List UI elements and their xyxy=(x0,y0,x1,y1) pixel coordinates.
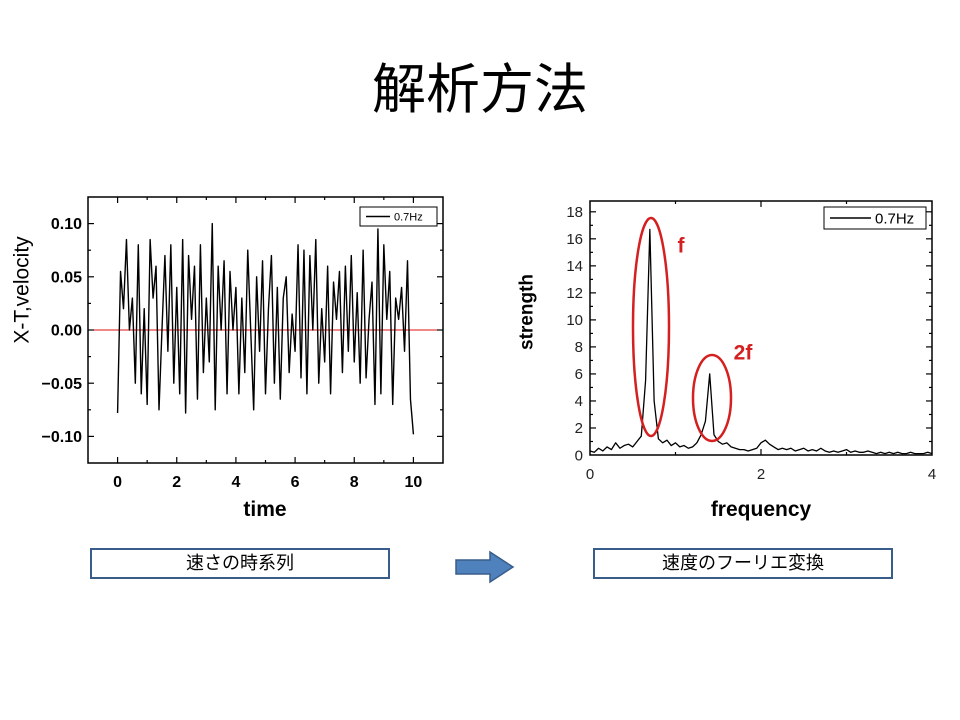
x-tick-label: 4 xyxy=(231,474,240,491)
x-axis-label: time xyxy=(243,498,286,521)
slide-title: 解析方法 xyxy=(372,58,588,121)
x-tick-label: 8 xyxy=(350,474,359,491)
x-tick-label: 6 xyxy=(291,474,300,491)
caption-fourier-transform: 速度のフーリエ変換 xyxy=(593,548,893,579)
x-axis-label: frequency xyxy=(711,498,812,521)
y-tick-label: 0.10 xyxy=(51,216,82,233)
x-tick-label: 2 xyxy=(757,466,765,483)
y-tick-label: 8 xyxy=(575,339,583,356)
y-tick-label: 4 xyxy=(575,393,583,410)
y-tick-label: −0.05 xyxy=(42,376,83,393)
charts-canvas: 0 2 4 6 8 10 −0.10 −0.05 0.00 0.05 0.10 time X-T,vel… xyxy=(10,196,936,521)
y-axis-label: X-T,velocity xyxy=(10,236,33,344)
y-axis-label: strength xyxy=(517,274,538,350)
y-tick-label: 16 xyxy=(566,231,583,248)
peak-annotation-label: 2f xyxy=(734,341,754,364)
series-line xyxy=(589,228,933,455)
x-tick-label: 10 xyxy=(405,474,423,491)
y-tick-label: 12 xyxy=(566,285,583,302)
peak-annotation-label: f xyxy=(678,234,686,257)
series-line xyxy=(116,222,415,435)
y-tick-label: 0.00 xyxy=(51,323,82,340)
right-arrow-icon xyxy=(455,550,515,584)
legend-box xyxy=(823,206,927,230)
y-tick-label: −0.10 xyxy=(42,429,83,446)
x-tick-label: 4 xyxy=(928,466,936,483)
legend-box xyxy=(359,206,438,227)
peak-highlight-ellipse xyxy=(631,216,671,438)
legend-label: 0.7Hz xyxy=(875,210,914,227)
y-tick-label: 2 xyxy=(575,420,583,437)
y-tick-label: 14 xyxy=(566,258,583,275)
legend: 0.7Hz xyxy=(823,206,927,230)
legend-label: 0.7Hz xyxy=(394,211,423,223)
x-tick-label: 0 xyxy=(113,474,122,491)
y-tick-label: 0.05 xyxy=(51,269,82,286)
legend: 0.7Hz xyxy=(359,206,438,227)
peak-highlight-ellipse xyxy=(691,353,733,443)
arrow-shape xyxy=(455,550,515,584)
spectrum-chart: 0 2 4 0 2 4 6 8 10 12 14 16 18 frequency strength 0.7Hz… xyxy=(517,200,936,521)
y-tick-label: 0 xyxy=(575,447,583,464)
caption-time-series: 速さの時系列 xyxy=(90,548,390,579)
x-tick-label: 2 xyxy=(172,474,181,491)
time-series-chart: 0 2 4 6 8 10 −0.10 −0.05 0.00 0.05 0.10 time X-T,vel… xyxy=(10,196,444,521)
y-tick-label: 6 xyxy=(575,366,583,383)
y-tick-label: 18 xyxy=(566,204,583,221)
x-tick-label: 0 xyxy=(586,466,594,483)
y-tick-label: 10 xyxy=(566,312,583,329)
